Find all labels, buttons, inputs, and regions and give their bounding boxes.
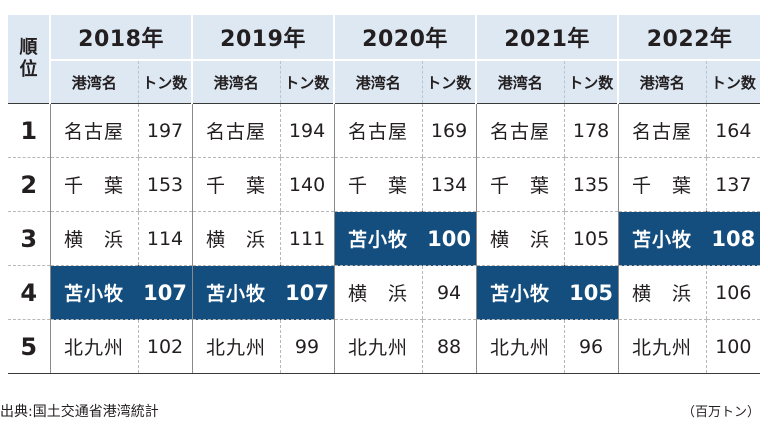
table-row: 4 苫小牧 107 苫小牧 107 横 浜 94 苫小牧 105 横 浜 106 xyxy=(8,265,761,320)
table-body: 1 名古屋 197 名古屋 194 名古屋 169 名古屋 178 名古屋 164 2 千 葉 153 千 … xyxy=(8,103,761,374)
tonnage-cell: 135 xyxy=(563,157,619,212)
tonnage-cell: 194 xyxy=(279,103,335,158)
column-header-row: 港湾名 トン数 港湾名 トン数 港湾名 トン数 港湾名 トン数 港湾名 トン数 xyxy=(8,59,761,104)
tonnage-cell: 137 xyxy=(705,157,761,212)
tonnage-cell: 100 xyxy=(421,211,477,266)
port-name-cell: 苫小牧 xyxy=(191,265,281,320)
rank-cell: 2 xyxy=(8,157,50,212)
tonnage-cell: 178 xyxy=(563,103,619,158)
port-name-header: 港湾名 xyxy=(475,59,565,104)
tonnage-cell: 153 xyxy=(137,157,193,212)
port-name-cell: 苫小牧 xyxy=(333,211,423,266)
year-header: 2022年 xyxy=(617,15,761,60)
port-name-cell: 名古屋 xyxy=(49,103,138,158)
rank-header: 順位 xyxy=(8,15,50,104)
port-name-cell: 千 葉 xyxy=(617,157,707,212)
tonnage-cell: 197 xyxy=(137,103,193,158)
tonnage-cell: 164 xyxy=(705,103,761,158)
year-header: 2020年 xyxy=(333,15,477,60)
source-note: 出典:国土交通省港湾統計 xyxy=(0,404,159,420)
tonnage-cell: 107 xyxy=(279,265,335,320)
year-header: 2018年 xyxy=(48,15,193,60)
table-row: 5 北九州 102 北九州 99 北九州 88 北九州 96 北九州 100 xyxy=(8,319,761,374)
tonnage-header: トン数 xyxy=(421,59,477,104)
year-header: 2021年 xyxy=(475,15,619,60)
port-name-cell: 北九州 xyxy=(617,319,707,374)
tonnage-header: トン数 xyxy=(705,59,761,104)
year-header-row: 順位 2018年 2019年 2020年 2021年 2022年 xyxy=(8,15,761,104)
tonnage-cell: 100 xyxy=(705,319,761,374)
port-name-header: 港湾名 xyxy=(617,59,707,104)
tonnage-cell: 99 xyxy=(279,319,335,374)
port-name-cell: 千 葉 xyxy=(191,157,281,212)
rank-cell: 4 xyxy=(8,265,50,320)
port-name-cell: 横 浜 xyxy=(617,265,707,320)
port-name-cell: 名古屋 xyxy=(191,103,281,158)
rank-cell: 5 xyxy=(8,319,50,374)
tonnage-cell: 111 xyxy=(279,211,335,266)
port-name-cell: 苫小牧 xyxy=(617,211,707,266)
tonnage-cell: 140 xyxy=(279,157,335,212)
port-name-header: 港湾名 xyxy=(191,59,281,104)
port-name-cell: 名古屋 xyxy=(333,103,423,158)
port-name-cell: 千 葉 xyxy=(475,157,565,212)
tonnage-cell: 114 xyxy=(137,211,193,266)
port-name-cell: 名古屋 xyxy=(475,103,565,158)
unit-note: （百万トン） xyxy=(681,405,760,420)
port-name-cell: 横 浜 xyxy=(191,211,281,266)
port-name-cell: 北九州 xyxy=(191,319,281,374)
tonnage-cell: 105 xyxy=(563,265,619,320)
tonnage-cell: 169 xyxy=(421,103,477,158)
port-name-cell: 横 浜 xyxy=(475,211,565,266)
port-name-cell: 横 浜 xyxy=(333,265,423,320)
port-name-cell: 北九州 xyxy=(475,319,565,374)
tonnage-cell: 94 xyxy=(421,265,477,320)
tonnage-cell: 102 xyxy=(137,319,193,374)
tonnage-header: トン数 xyxy=(279,59,335,104)
tonnage-header: トン数 xyxy=(563,59,619,104)
tonnage-cell: 108 xyxy=(705,211,761,266)
tonnage-cell: 96 xyxy=(563,319,619,374)
tonnage-cell: 134 xyxy=(421,157,477,212)
table-row: 1 名古屋 197 名古屋 194 名古屋 169 名古屋 178 名古屋 164 xyxy=(8,103,761,158)
port-name-cell: 苫小牧 xyxy=(49,265,138,320)
port-name-cell: 千 葉 xyxy=(49,157,138,212)
port-name-cell: 北九州 xyxy=(333,319,423,374)
tonnage-cell: 106 xyxy=(705,265,761,320)
rank-cell: 1 xyxy=(8,103,50,158)
port-name-cell: 苫小牧 xyxy=(475,265,565,320)
port-name-header: 港湾名 xyxy=(49,59,138,104)
port-name-cell: 北九州 xyxy=(49,319,138,374)
rank-cell: 3 xyxy=(8,211,50,266)
tonnage-cell: 88 xyxy=(421,319,477,374)
port-name-cell: 千 葉 xyxy=(333,157,423,212)
tonnage-cell: 107 xyxy=(137,265,193,320)
tonnage-cell: 105 xyxy=(563,211,619,266)
port-name-header: 港湾名 xyxy=(333,59,423,104)
year-header: 2019年 xyxy=(191,15,335,60)
tonnage-header: トン数 xyxy=(137,59,193,104)
port-name-cell: 名古屋 xyxy=(617,103,707,158)
port-name-cell: 横 浜 xyxy=(49,211,138,266)
port-ranking-table: 順位 2018年 2019年 2020年 2021年 2022年 港湾名 トン数… xyxy=(8,15,761,374)
